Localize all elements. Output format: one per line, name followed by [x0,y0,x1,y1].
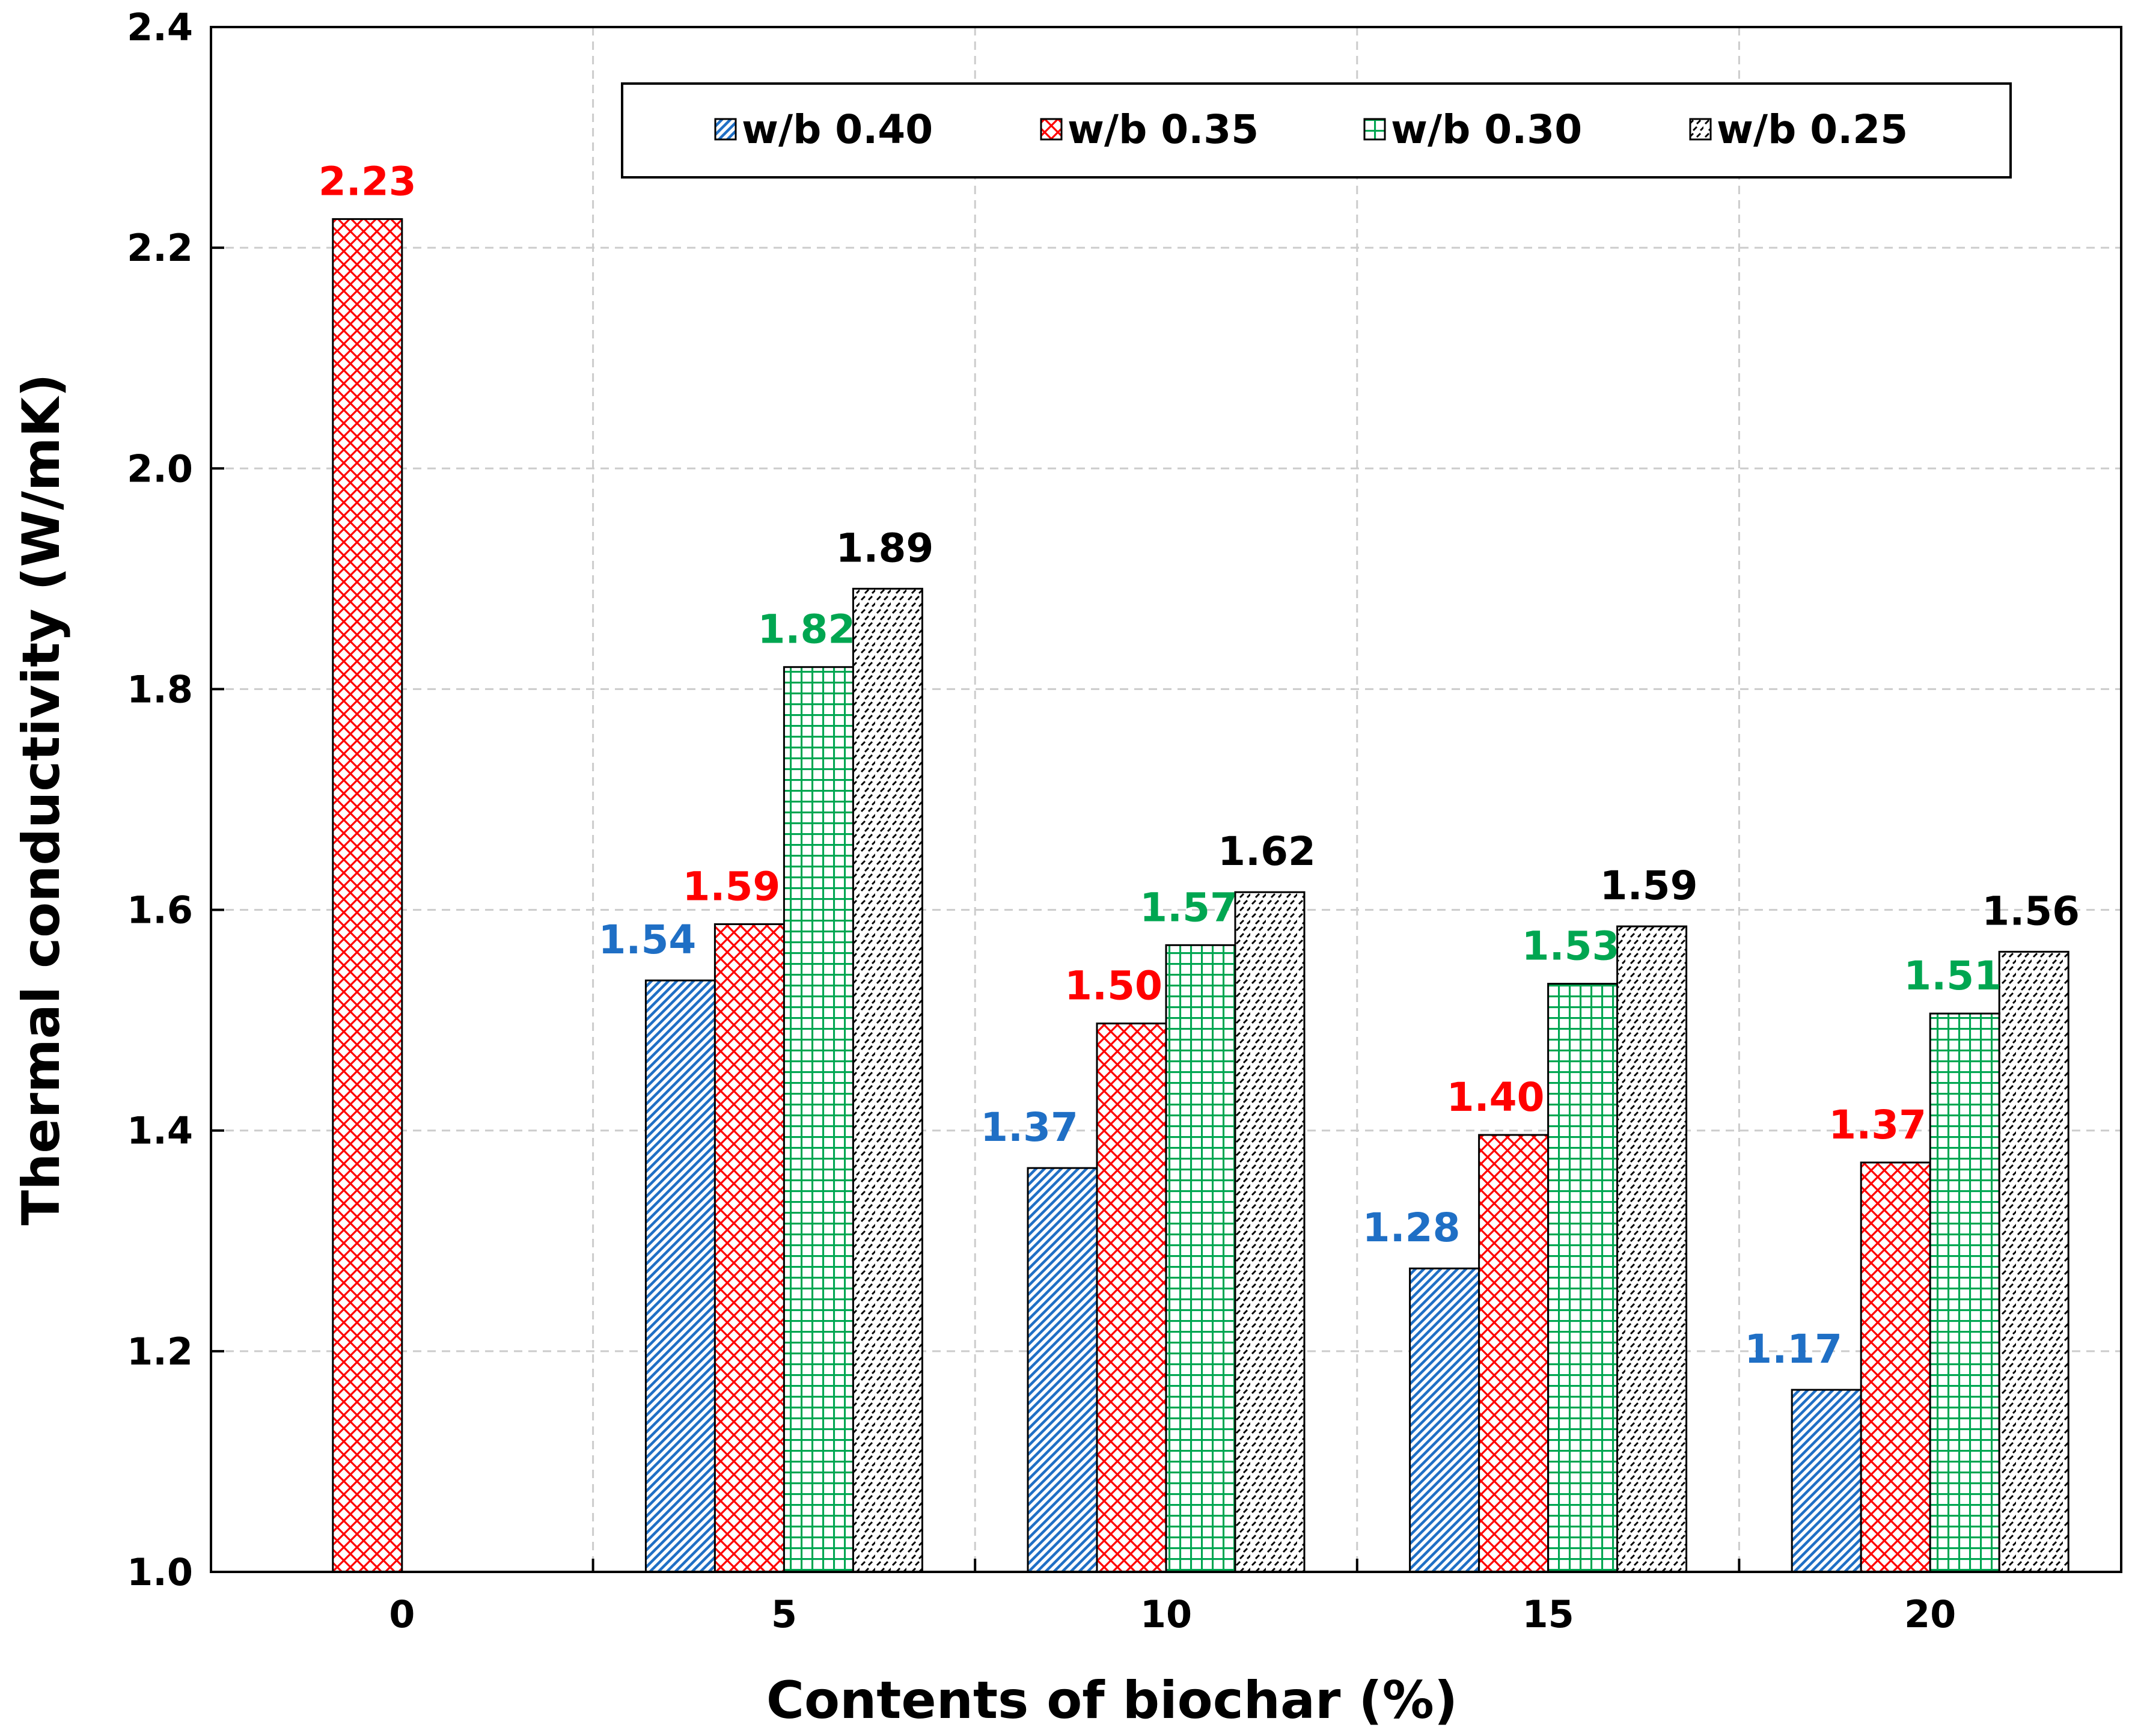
bars [332,218,2069,1573]
bar [1616,925,1688,1573]
data-labels: 2.23 1.54 1.59 1.82 1.89 1.37 1.50 1.57 1.62 1.28… [319,158,2080,1372]
y-tick-label: 2.2 [127,226,193,270]
data-label: 1.56 [1982,888,2080,934]
data-label: 1.54 [598,917,696,963]
legend-swatch [1689,118,1712,141]
bar [1860,1161,1931,1573]
legend-box [621,82,2012,179]
data-label: 1.51 [1904,953,2002,999]
y-tick-label: 1.2 [127,1330,193,1374]
bar [1998,950,2069,1573]
y-tick-label: 1.6 [127,888,193,932]
y-tick-label: 2.4 [127,5,193,49]
data-label: 1.53 [1522,923,1620,970]
bar [713,923,785,1573]
legend-swatch [1040,118,1063,141]
data-label: 1.59 [1600,863,1698,909]
legend-entries: w/b 0.40 w/b 0.35 w/b 0.30 w/b 0.25 [714,106,1908,153]
x-axis-ticks: 0 5 10 15 20 [389,1559,1956,1636]
data-label: 1.89 [835,525,933,571]
legend-swatch [714,118,737,141]
data-label: 1.82 [757,607,855,653]
bar [852,587,923,1573]
y-tick-label: 1.4 [127,1109,193,1153]
data-label: 1.57 [1140,884,1238,931]
legend-label: w/b 0.25 [1717,106,1908,153]
y-tick-label: 2.0 [127,447,193,491]
legend-label: w/b 0.40 [742,106,933,153]
y-axis-title: Thermal conductivity (W/mK) [11,373,72,1225]
bar [1478,1134,1550,1573]
x-axis-title: Contents of biochar (%) [766,1670,1458,1731]
legend-label: w/b 0.30 [1391,106,1582,153]
legend: w/b 0.40 w/b 0.35 w/b 0.30 w/b 0.25 [621,82,2012,179]
plot-frame [210,26,2122,1573]
data-label: 1.37 [1828,1102,1926,1148]
bar [1547,983,1619,1573]
bar [1791,1389,1862,1573]
bar [1234,891,1306,1573]
x-tick-label: 5 [771,1592,797,1636]
bar [1096,1022,1167,1573]
data-label: 2.23 [319,158,417,204]
gridlines [211,27,2121,1572]
bar [644,979,716,1573]
data-label: 1.28 [1363,1205,1461,1251]
legend-swatch [1363,118,1386,141]
bar [783,666,854,1573]
data-label: 1.59 [682,863,780,909]
x-tick-label: 20 [1904,1592,1956,1636]
bar [1027,1167,1098,1573]
data-label: 1.50 [1064,963,1162,1009]
x-tick-label: 15 [1522,1592,1574,1636]
y-tick-label: 1.0 [127,1550,193,1594]
bar [332,218,403,1573]
legend-label: w/b 0.35 [1068,106,1259,153]
data-label: 1.17 [1744,1326,1842,1372]
data-label: 1.62 [1218,828,1316,875]
bar [1165,944,1236,1573]
bar [1409,1267,1480,1573]
y-axis-ticks: 1.0 1.2 1.4 1.6 1.8 2.0 2.2 2.4 [127,5,224,1594]
x-tick-label: 10 [1140,1592,1192,1636]
bar [1929,1012,2000,1573]
x-tick-label: 0 [389,1592,415,1636]
y-tick-label: 1.8 [127,667,193,711]
data-label: 1.37 [980,1104,1078,1151]
data-label: 1.40 [1447,1074,1545,1120]
